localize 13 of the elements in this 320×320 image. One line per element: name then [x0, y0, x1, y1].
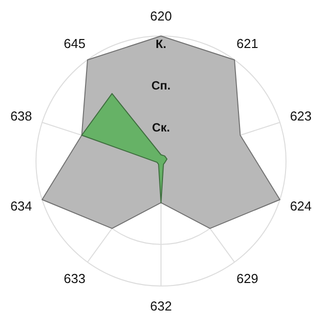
spoke-label: 620	[150, 8, 172, 24]
spoke-label: 623	[290, 108, 312, 124]
spoke-label: 624	[290, 198, 312, 214]
y-tick-label: К.	[156, 37, 166, 51]
spoke-label: 645	[64, 36, 86, 52]
spoke-label: 633	[64, 270, 86, 286]
spoke-label: 629	[236, 270, 258, 286]
y-tick-label: Ск.	[152, 120, 170, 134]
y-tick-label: Сп.	[151, 78, 171, 93]
spoke-label: 634	[10, 198, 32, 214]
spoke-label: 621	[236, 36, 258, 52]
spoke-label: 632	[150, 298, 172, 314]
spoke-label: 638	[10, 108, 32, 124]
